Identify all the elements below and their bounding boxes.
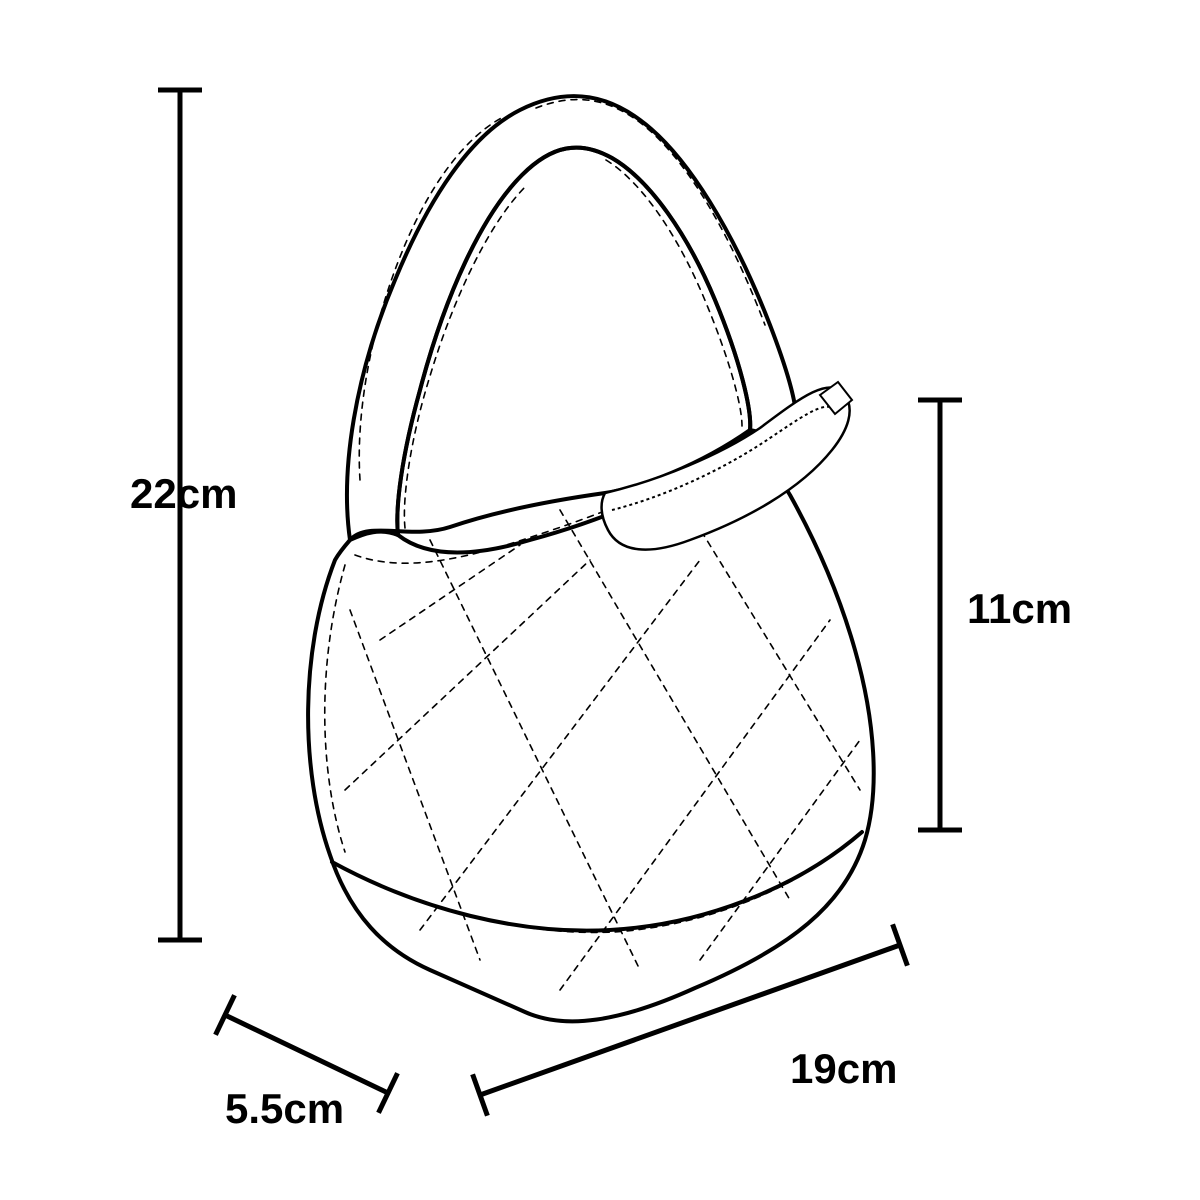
product-dimension-diagram: 22cm 11cm 19cm 5.5cm — [0, 0, 1200, 1200]
dim-label-width: 19cm — [790, 1045, 897, 1093]
dim-label-body-height: 11cm — [967, 585, 1072, 633]
dim-label-total-height: 22cm — [130, 470, 237, 518]
dim-label-depth: 5.5cm — [225, 1085, 344, 1133]
